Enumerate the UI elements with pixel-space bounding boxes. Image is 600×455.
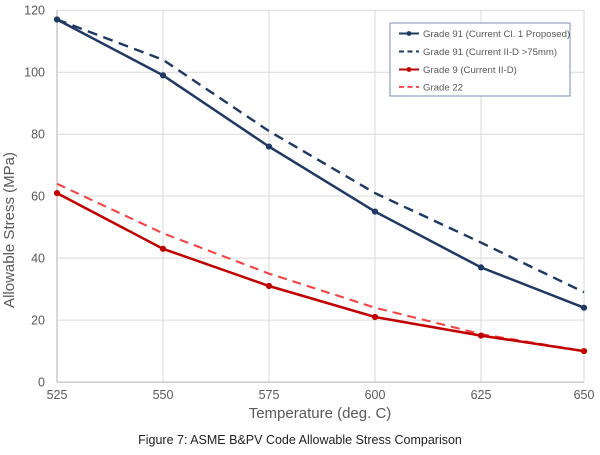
svg-text:625: 625 [471, 388, 492, 402]
svg-text:650: 650 [574, 388, 595, 402]
svg-text:Temperature (deg. C): Temperature (deg. C) [249, 405, 392, 422]
svg-text:0: 0 [38, 376, 45, 390]
svg-text:575: 575 [259, 388, 280, 402]
svg-text:Figure 7: ASME B&PV Code Allow: Figure 7: ASME B&PV Code Allowable Stres… [138, 433, 462, 447]
svg-text:Grade 22: Grade 22 [423, 83, 463, 94]
svg-text:600: 600 [365, 388, 386, 402]
svg-text:Grade 91 (Current Cl. 1 Propos: Grade 91 (Current Cl. 1 Proposed) [423, 29, 570, 40]
svg-text:80: 80 [31, 128, 45, 142]
svg-text:60: 60 [31, 190, 45, 204]
svg-text:40: 40 [31, 252, 45, 266]
svg-text:Allowable Stress (MPa): Allowable Stress (MPa) [1, 152, 18, 308]
svg-text:525: 525 [47, 388, 68, 402]
svg-text:20: 20 [31, 314, 45, 328]
svg-text:550: 550 [153, 388, 174, 402]
svg-text:Grade 91 (Current II-D >75mm): Grade 91 (Current II-D >75mm) [423, 47, 557, 58]
svg-text:100: 100 [24, 66, 45, 80]
svg-text:Grade 9 (Current II-D): Grade 9 (Current II-D) [423, 65, 517, 76]
svg-text:120: 120 [24, 4, 45, 18]
